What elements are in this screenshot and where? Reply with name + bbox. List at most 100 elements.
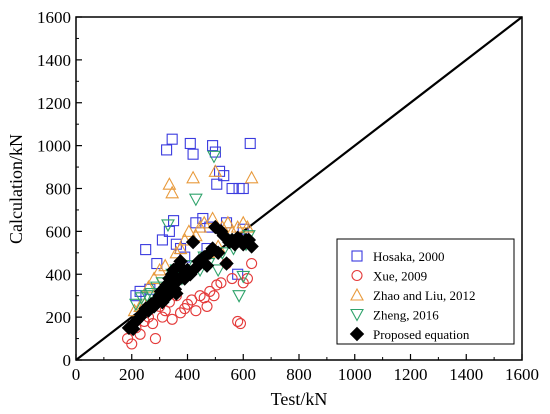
legend-marker <box>351 269 363 282</box>
data-point <box>166 313 178 325</box>
data-point <box>163 225 175 237</box>
data-point <box>177 232 192 246</box>
data-points <box>121 133 259 350</box>
x-tick-label: 400 <box>175 365 201 384</box>
legend-label: Zhao and Liu, 2012 <box>373 288 476 303</box>
data-point <box>236 270 251 284</box>
x-tick-label: 1200 <box>394 365 428 384</box>
data-point <box>237 223 249 235</box>
y-tick-label: 1000 <box>37 137 71 156</box>
data-point <box>185 234 201 250</box>
legend-label: Proposed equation <box>373 327 470 342</box>
x-tick-label: 1000 <box>338 365 372 384</box>
data-point <box>244 170 259 184</box>
data-point <box>197 212 209 225</box>
data-point <box>134 292 149 305</box>
x-tick-label: 1400 <box>449 365 483 384</box>
data-point <box>158 258 173 272</box>
y-tick-label: 0 <box>63 351 72 370</box>
data-point <box>161 144 173 156</box>
data-point <box>207 140 219 152</box>
data-point <box>207 150 221 164</box>
y-axis: 0 200 400 600 800 1000 1200 1400 1600 <box>37 8 82 370</box>
x-tick-label: 800 <box>286 365 312 384</box>
data-point <box>241 272 253 285</box>
data-point <box>168 215 180 227</box>
data-point <box>237 277 249 289</box>
data-point <box>215 277 227 289</box>
data-point <box>209 146 221 158</box>
data-point <box>244 239 259 254</box>
data-point <box>210 245 226 261</box>
data-point <box>244 137 256 150</box>
data-point <box>232 268 244 280</box>
data-point <box>161 219 175 233</box>
data-point <box>181 224 196 237</box>
data-point <box>129 298 143 312</box>
data-point <box>156 234 168 246</box>
legend-marker <box>350 308 364 322</box>
data-point <box>186 170 201 184</box>
x-axis: 0 200 400 600 800 1000 1200 1400 1600 <box>72 354 539 384</box>
data-point <box>169 245 184 259</box>
x-axis-title: Test/kN <box>271 389 328 409</box>
data-point <box>234 318 247 330</box>
data-point <box>173 241 188 255</box>
data-point <box>218 170 230 182</box>
y-tick-label: 1400 <box>37 51 71 70</box>
legend-marker <box>351 250 363 262</box>
y-tick-label: 600 <box>46 222 72 241</box>
data-point <box>237 182 249 195</box>
data-point <box>208 164 223 177</box>
data-point <box>187 148 199 160</box>
x-tick-label: 200 <box>119 365 145 384</box>
data-point <box>204 285 216 297</box>
data-point <box>152 262 167 276</box>
data-point <box>149 333 161 345</box>
data-point <box>219 256 234 271</box>
legend-label: Hosaka, 2000 <box>373 249 445 264</box>
data-point <box>169 286 184 301</box>
x-tick-label: 0 <box>72 365 81 384</box>
data-point <box>226 182 238 195</box>
data-point <box>141 279 156 293</box>
data-point <box>173 254 188 269</box>
data-point <box>232 290 246 303</box>
data-point <box>208 290 220 302</box>
data-point <box>201 300 213 312</box>
y-tick-label: 800 <box>46 180 72 199</box>
y-tick-label: 200 <box>46 308 72 327</box>
legend-box <box>336 238 515 345</box>
data-point <box>130 290 142 302</box>
data-point <box>240 219 255 233</box>
data-point <box>174 307 187 319</box>
legend-marker <box>350 287 364 301</box>
data-point <box>211 264 226 278</box>
data-point <box>181 298 194 310</box>
data-point <box>226 272 238 285</box>
data-point <box>211 178 223 190</box>
data-point <box>190 305 202 317</box>
data-point <box>193 219 207 233</box>
y-tick-label: 1200 <box>37 94 71 113</box>
x-tick-label: 600 <box>231 365 257 384</box>
legend: Hosaka, 2000 Xue, 2009 Zhao and Liu, 2012 Z… <box>336 238 515 345</box>
legend-marker <box>349 326 365 342</box>
data-point <box>232 315 244 327</box>
y-tick-label: 400 <box>46 265 72 284</box>
data-point <box>134 328 146 340</box>
data-point <box>220 215 235 229</box>
data-point <box>126 338 138 350</box>
legend-label: Xue, 2009 <box>373 269 427 284</box>
data-point <box>246 257 258 270</box>
data-point <box>140 290 155 303</box>
series-5 <box>121 219 259 337</box>
data-point <box>199 258 215 273</box>
x-tick-label: 1600 <box>505 365 539 384</box>
data-point <box>140 244 152 256</box>
y-tick-label: 1600 <box>37 8 71 27</box>
data-point <box>162 177 177 190</box>
legend-label: Zheng, 2016 <box>373 308 439 323</box>
data-point <box>184 137 196 150</box>
